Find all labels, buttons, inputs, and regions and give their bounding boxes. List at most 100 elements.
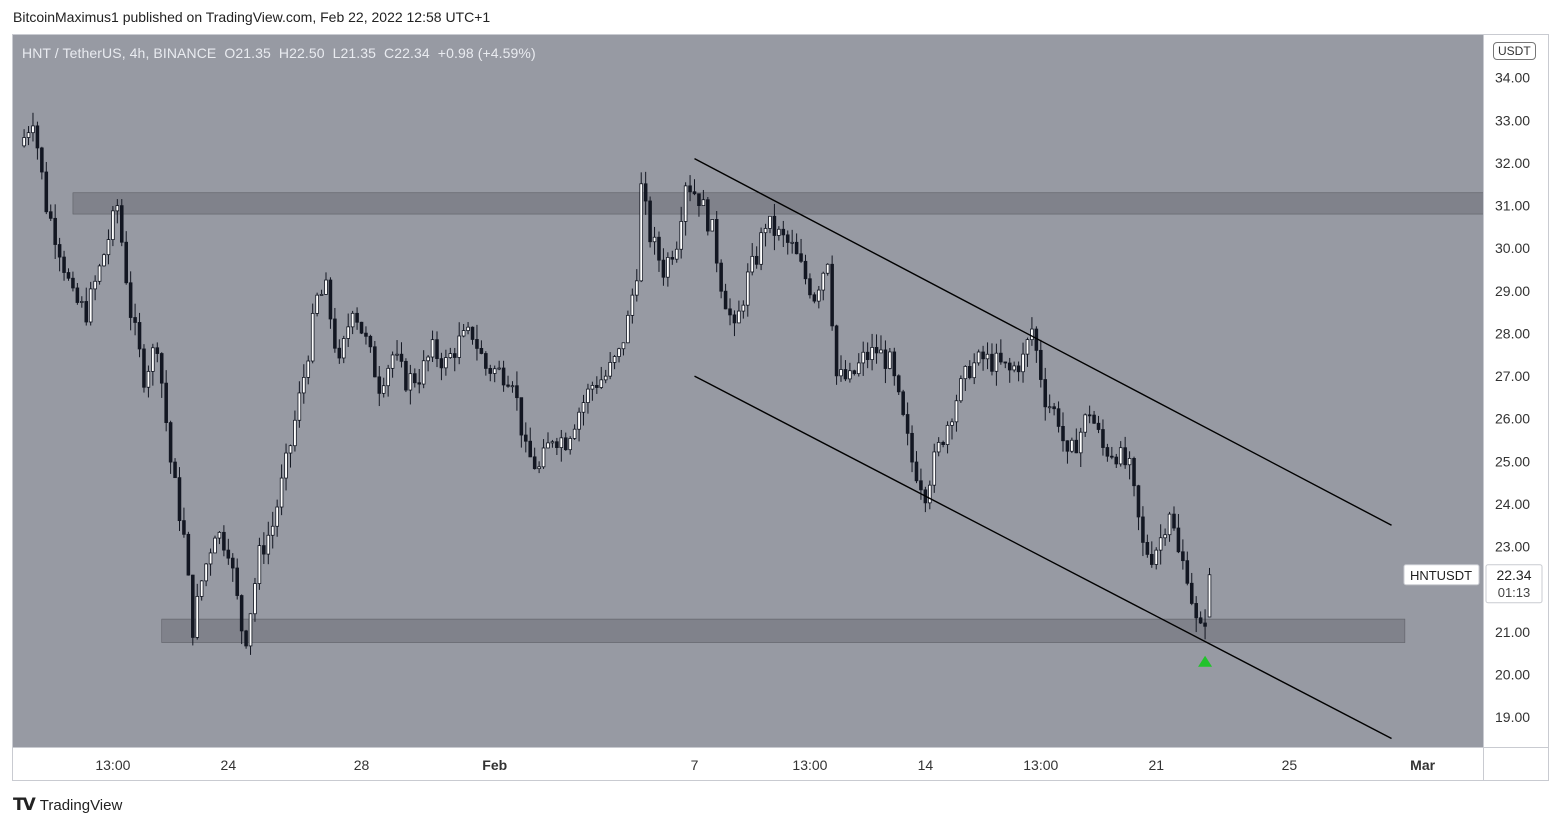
candle[interactable]: [1132, 458, 1136, 487]
candle[interactable]: [1203, 622, 1207, 627]
last-price-badge[interactable]: [1485, 564, 1543, 604]
candle[interactable]: [1141, 516, 1145, 543]
candle[interactable]: [222, 531, 226, 551]
candle[interactable]: [324, 279, 328, 295]
candle[interactable]: [146, 370, 151, 388]
candle[interactable]: [1025, 339, 1030, 355]
candle[interactable]: [861, 351, 865, 364]
candle[interactable]: [97, 265, 102, 282]
candle[interactable]: [359, 321, 364, 334]
candle[interactable]: [519, 397, 524, 436]
candle[interactable]: [1118, 447, 1123, 465]
candle[interactable]: [1198, 617, 1203, 624]
candle[interactable]: [421, 360, 426, 385]
candle[interactable]: [53, 217, 57, 245]
candle[interactable]: [22, 137, 26, 147]
candle[interactable]: [430, 339, 435, 358]
candle[interactable]: [643, 183, 648, 202]
candle[interactable]: [1096, 422, 1101, 430]
candle[interactable]: [35, 125, 40, 149]
zone-support[interactable]: [161, 618, 1406, 643]
candle[interactable]: [515, 385, 519, 399]
candle[interactable]: [1021, 353, 1025, 373]
candle[interactable]: [888, 351, 892, 369]
candle[interactable]: [102, 254, 106, 267]
candle[interactable]: [1176, 527, 1181, 553]
candle[interactable]: [213, 537, 217, 554]
candle[interactable]: [1070, 439, 1074, 452]
candle[interactable]: [408, 373, 413, 391]
candle[interactable]: [346, 326, 350, 339]
candle[interactable]: [1047, 406, 1052, 409]
channel-line-upper[interactable]: [694, 158, 1392, 526]
candle[interactable]: [901, 391, 905, 415]
candle[interactable]: [124, 241, 128, 284]
candle[interactable]: [976, 351, 981, 364]
candle[interactable]: [661, 259, 666, 278]
candle[interactable]: [967, 366, 972, 379]
candle[interactable]: [666, 257, 670, 278]
candle[interactable]: [834, 325, 839, 377]
candle[interactable]: [919, 480, 923, 491]
candle[interactable]: [772, 215, 777, 236]
candle[interactable]: [257, 545, 262, 584]
candle[interactable]: [226, 549, 231, 559]
candle[interactable]: [963, 366, 968, 380]
candle[interactable]: [93, 280, 97, 290]
candle[interactable]: [710, 219, 715, 232]
time-axis[interactable]: [13, 747, 1483, 780]
candle[interactable]: [115, 205, 120, 212]
candle[interactable]: [1185, 560, 1190, 584]
candle[interactable]: [510, 385, 515, 388]
candle[interactable]: [461, 330, 466, 337]
candle[interactable]: [985, 353, 990, 360]
candle[interactable]: [528, 440, 533, 458]
candle[interactable]: [390, 354, 395, 369]
candle[interactable]: [577, 411, 581, 430]
candle[interactable]: [26, 132, 31, 138]
candle[interactable]: [683, 185, 688, 222]
candle[interactable]: [31, 125, 35, 134]
candle[interactable]: [848, 370, 852, 380]
candle[interactable]: [1150, 553, 1154, 565]
candle[interactable]: [883, 349, 888, 369]
candle[interactable]: [1030, 328, 1034, 341]
candle[interactable]: [723, 290, 728, 310]
symbol-price-tag[interactable]: [1403, 564, 1480, 586]
candle[interactable]: [492, 368, 497, 374]
candle[interactable]: [1043, 379, 1048, 408]
candle[interactable]: [88, 288, 93, 323]
candle[interactable]: [1007, 362, 1012, 371]
candle[interactable]: [950, 421, 954, 426]
candle[interactable]: [706, 199, 710, 232]
candle[interactable]: [1163, 534, 1167, 539]
candle[interactable]: [1078, 431, 1083, 454]
candle[interactable]: [1110, 455, 1114, 458]
candle[interactable]: [1061, 425, 1065, 442]
candle[interactable]: [999, 352, 1003, 363]
candle[interactable]: [208, 552, 213, 565]
candle[interactable]: [155, 347, 160, 354]
candle[interactable]: [182, 520, 186, 535]
candle[interactable]: [754, 255, 759, 265]
candle[interactable]: [936, 441, 941, 453]
candle[interactable]: [1158, 537, 1163, 551]
candle[interactable]: [559, 437, 564, 448]
candle[interactable]: [253, 583, 257, 615]
candle[interactable]: [484, 353, 488, 369]
candle[interactable]: [395, 353, 399, 356]
candle[interactable]: [373, 346, 377, 378]
candle[interactable]: [905, 414, 910, 434]
candle[interactable]: [479, 348, 484, 354]
candle[interactable]: [57, 244, 62, 258]
candle[interactable]: [275, 506, 279, 527]
candle[interactable]: [306, 360, 311, 378]
candle[interactable]: [648, 200, 652, 243]
candle[interactable]: [1207, 574, 1212, 618]
candle[interactable]: [1003, 361, 1008, 364]
candle[interactable]: [297, 392, 302, 421]
candle[interactable]: [230, 557, 235, 569]
candle[interactable]: [75, 287, 80, 303]
price-axis[interactable]: [1483, 35, 1548, 780]
candle[interactable]: [40, 147, 44, 173]
